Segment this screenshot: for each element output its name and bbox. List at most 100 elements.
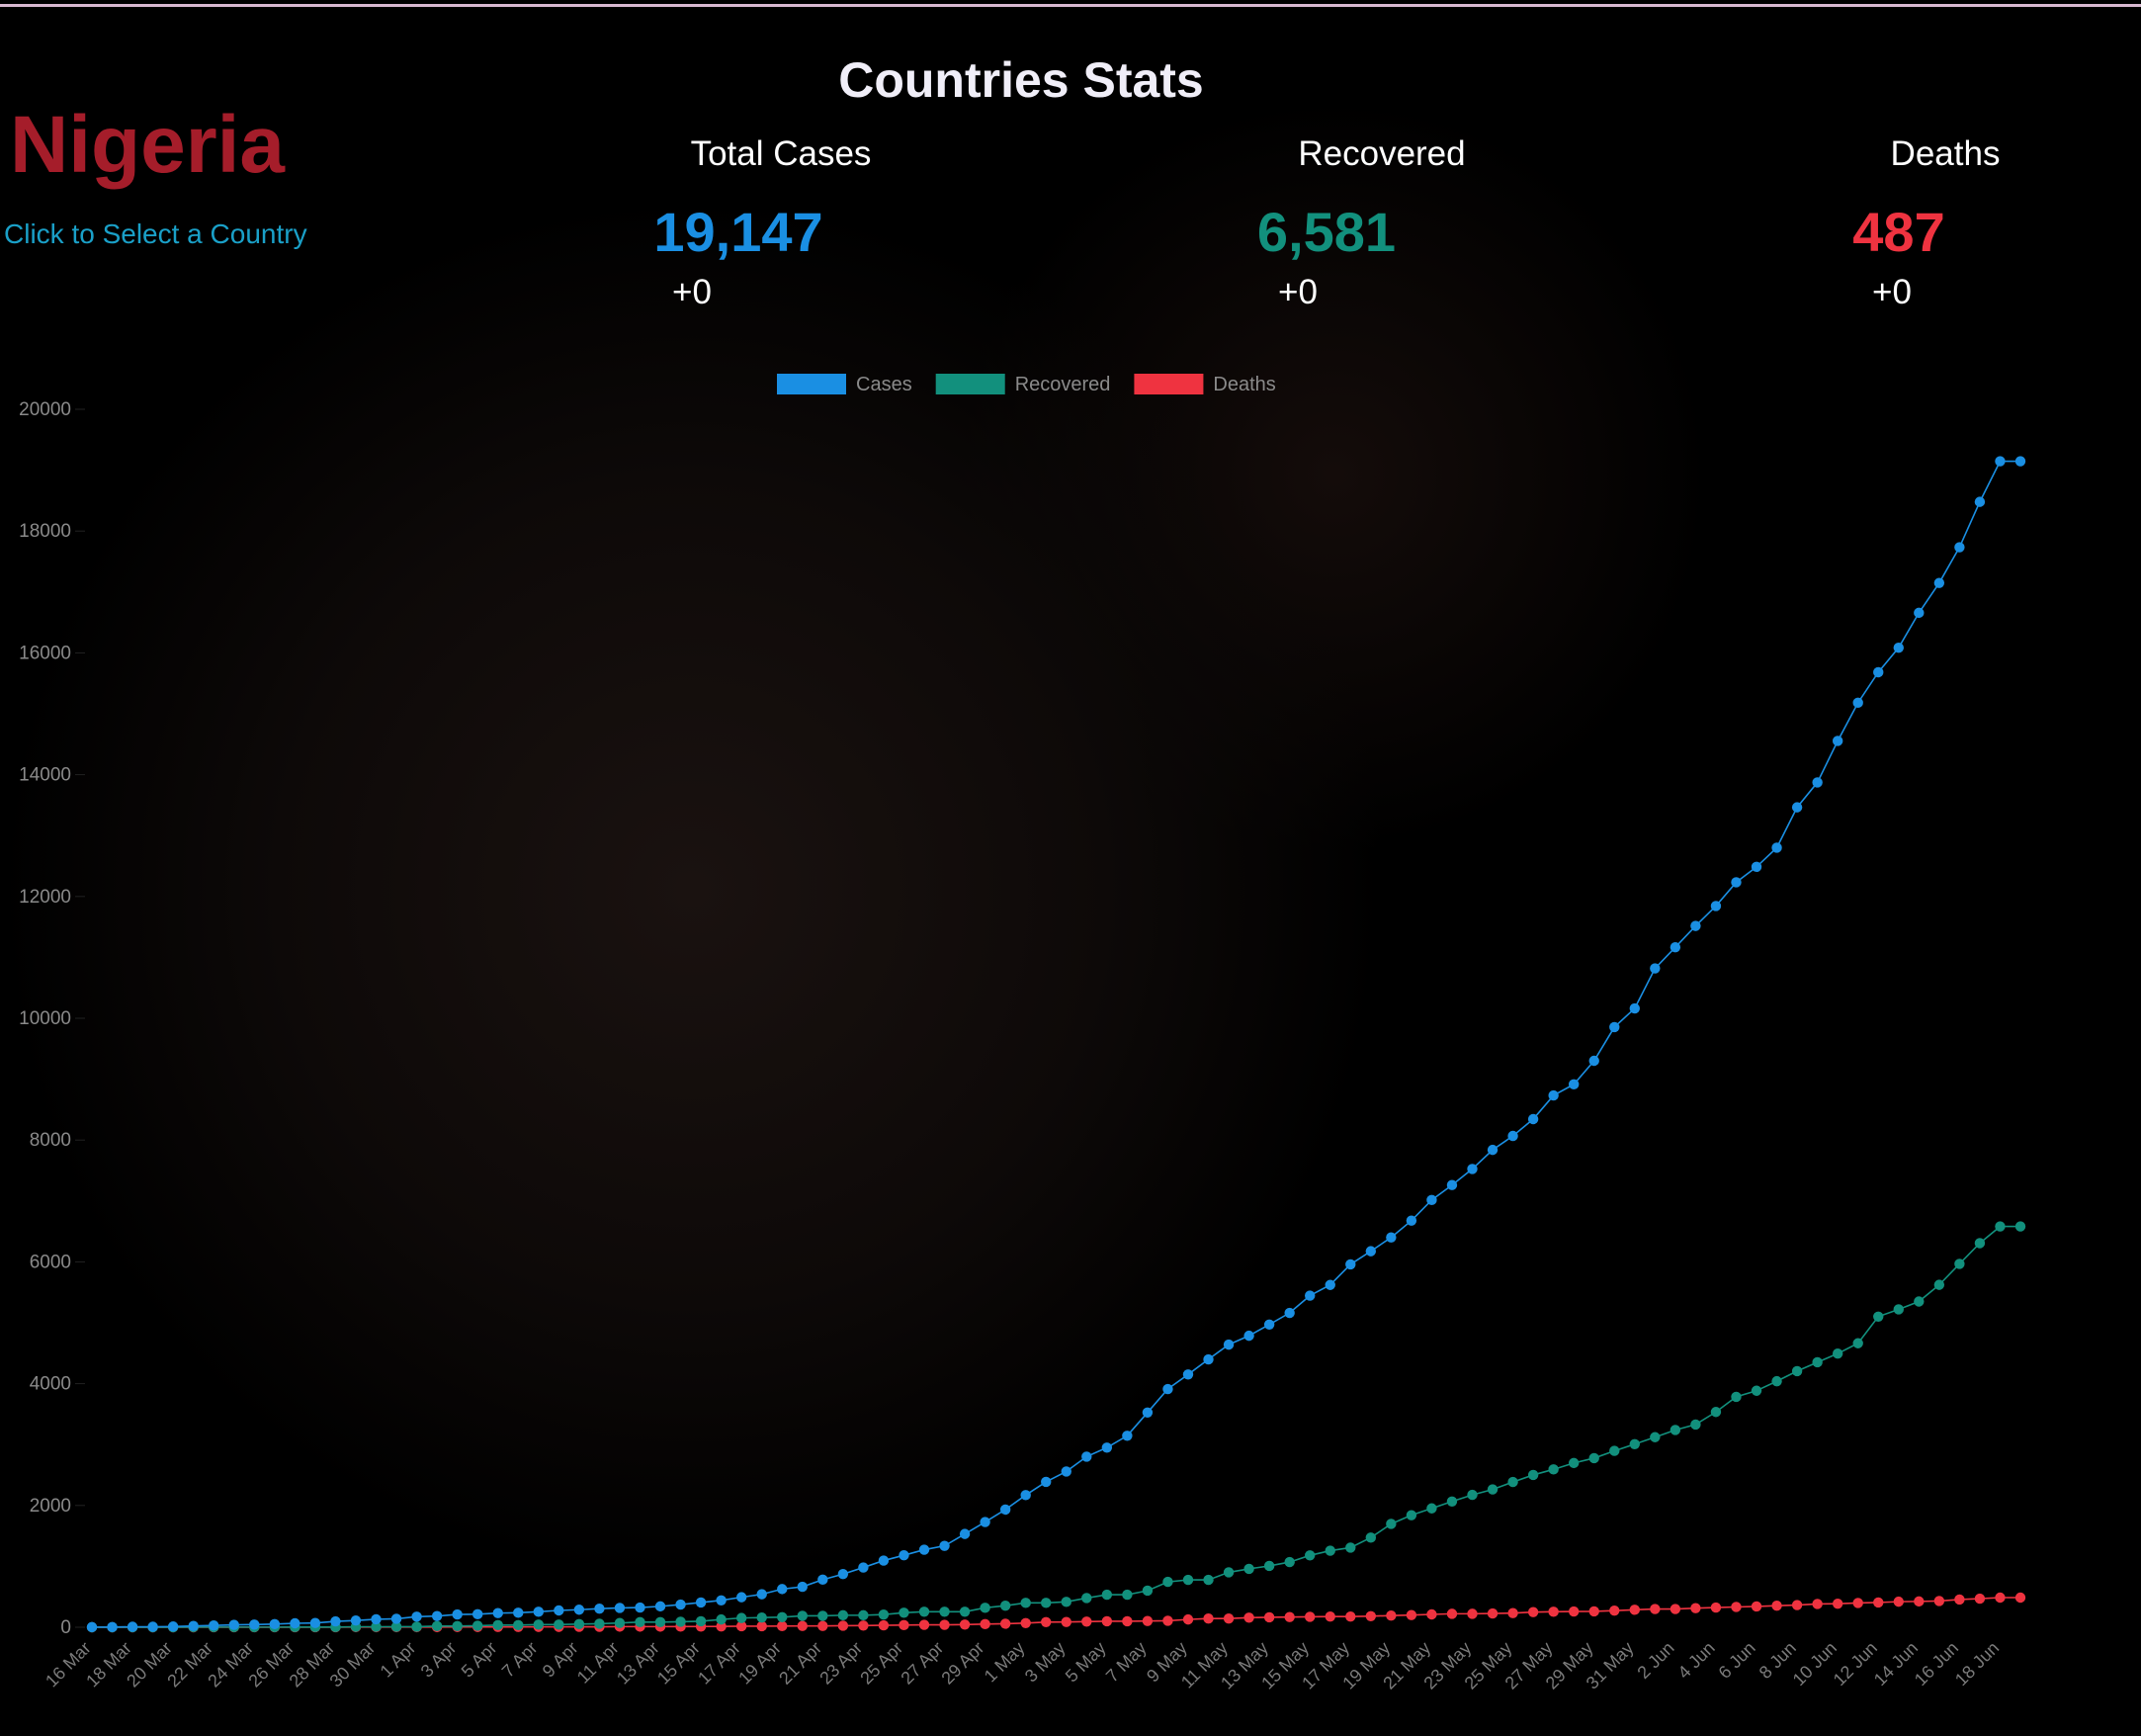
y-tick-label: 18000 [19,521,71,542]
data-point [797,1610,808,1621]
data-point [1061,1466,1071,1477]
y-tick-label: 4000 [30,1374,71,1395]
data-point [1588,1606,1599,1617]
x-tick-label: 1 May [981,1638,1029,1687]
x-tick-label: 11 Apr [573,1638,623,1688]
stat-label: Recovered [1298,134,1466,173]
data-point [390,1613,402,1624]
data-point [1873,1597,1884,1608]
data-point [1852,697,1863,709]
data-point [1263,1611,1275,1623]
data-point [1670,941,1681,953]
data-point [1568,1606,1580,1617]
data-point [1507,1476,1518,1488]
data-point [1142,1585,1154,1597]
data-point [1954,1594,1965,1606]
data-point [1791,802,1803,813]
data-point [1041,1598,1052,1608]
data-point [1223,1612,1235,1624]
x-tick-label: 14 Jun [1870,1638,1922,1690]
data-point [1568,1079,1580,1090]
data-point [1568,1457,1580,1469]
data-point [1852,1338,1863,1348]
x-tick-label: 5 May [1062,1638,1110,1687]
data-point [614,1603,626,1613]
data-point [1203,1612,1214,1624]
data-point [573,1605,585,1615]
data-point [1081,1616,1092,1627]
x-tick-label: 7 May [1102,1638,1151,1687]
data-point [513,1607,524,1618]
data-point [492,1619,503,1631]
data-point [1832,1598,1843,1609]
top-border [0,4,2141,7]
series-line [92,1225,2020,1628]
data-point [735,1612,747,1623]
select-country-link[interactable]: Click to Select a Country [4,218,307,249]
data-point [1101,1589,1113,1601]
data-point [817,1574,828,1586]
data-point [86,1621,98,1633]
data-point [1974,1238,1986,1249]
data-point [635,1602,645,1613]
data-point [1974,1593,1986,1605]
data-point [2014,456,2026,467]
data-point [309,1617,321,1628]
data-point [797,1620,808,1631]
data-point [1426,1503,1437,1514]
data-point [1690,1603,1701,1613]
data-point [1527,1469,1539,1481]
x-tick-label: 27 Apr [897,1638,947,1689]
data-point [127,1621,138,1632]
data-point [269,1618,281,1630]
data-point [1629,1438,1641,1449]
x-tick-label: 20 Mar [123,1638,176,1692]
y-tick-label: 12000 [19,887,71,908]
x-tick-label: 23 Apr [815,1638,866,1689]
data-point [1041,1476,1052,1488]
data-point [939,1540,950,1551]
data-point [533,1606,545,1617]
stat-change: +0 [1278,273,1318,311]
data-point [899,1607,909,1618]
data-point [249,1619,260,1630]
data-point [1101,1442,1113,1453]
data-point [1162,1576,1173,1588]
data-point [777,1611,788,1622]
data-point [837,1609,849,1621]
x-tick-label: 2 Jun [1633,1638,1677,1683]
data-point [1914,607,1925,619]
data-point [1812,1599,1823,1609]
data-point [1182,1613,1194,1625]
data-point [431,1610,443,1621]
data-point [777,1620,788,1632]
data-point [1020,1490,1031,1501]
y-tick-label: 0 [60,1617,71,1638]
data-point [918,1606,930,1617]
data-point [1020,1617,1031,1629]
data-point [1386,1232,1397,1243]
data-point [1995,1592,2006,1604]
data-point [573,1618,585,1630]
data-point [228,1619,239,1630]
data-point [1142,1407,1154,1418]
data-point [1446,1608,1458,1619]
data-point [1609,1445,1620,1456]
data-point [1122,1589,1133,1601]
data-point [1041,1616,1052,1627]
data-point [614,1617,626,1628]
data-point [1122,1615,1133,1627]
data-point [1487,1484,1499,1495]
data-point [1588,1452,1599,1464]
x-tick-label: 24 Mar [204,1638,257,1692]
data-point [1365,1610,1377,1621]
data-point [1243,1330,1254,1342]
stat-value: 19,147 [653,201,823,263]
data-point [1345,1610,1356,1622]
data-point [1162,1383,1173,1395]
data-point [1223,1567,1235,1578]
stat-change: +0 [672,273,712,311]
y-tick-label: 10000 [19,1008,71,1029]
data-point [1507,1607,1518,1618]
